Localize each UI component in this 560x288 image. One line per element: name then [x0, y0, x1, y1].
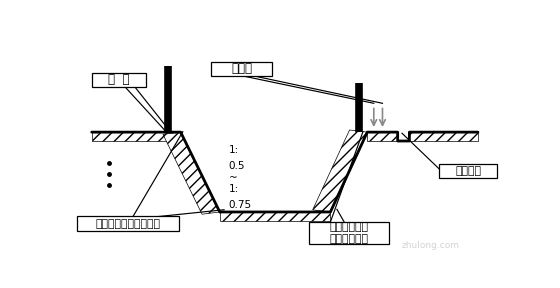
Text: 设护道: 设护道 — [231, 62, 252, 75]
Text: 护  栏: 护 栏 — [108, 73, 129, 86]
FancyBboxPatch shape — [309, 222, 389, 244]
Polygon shape — [367, 132, 398, 141]
Text: 设截水沟: 设截水沟 — [455, 166, 481, 176]
Text: 观察坑壁边缘有无裂缝: 观察坑壁边缘有无裂缝 — [95, 219, 160, 229]
Text: zhulong.com: zhulong.com — [401, 241, 459, 250]
Text: 0.75: 0.75 — [228, 200, 251, 210]
Text: ~: ~ — [228, 173, 237, 183]
FancyBboxPatch shape — [211, 62, 272, 75]
Polygon shape — [92, 132, 181, 141]
Text: 1:: 1: — [228, 145, 239, 156]
Polygon shape — [163, 132, 220, 214]
Polygon shape — [312, 130, 367, 212]
FancyBboxPatch shape — [439, 164, 497, 178]
Text: 观察坑壁边缘
有无松散塌落: 观察坑壁边缘 有无松散塌落 — [329, 222, 368, 245]
Text: 0.5: 0.5 — [228, 161, 245, 171]
Polygon shape — [409, 132, 478, 141]
Text: 1:: 1: — [228, 184, 239, 194]
FancyBboxPatch shape — [92, 73, 146, 87]
Polygon shape — [220, 212, 330, 221]
FancyBboxPatch shape — [77, 216, 179, 231]
